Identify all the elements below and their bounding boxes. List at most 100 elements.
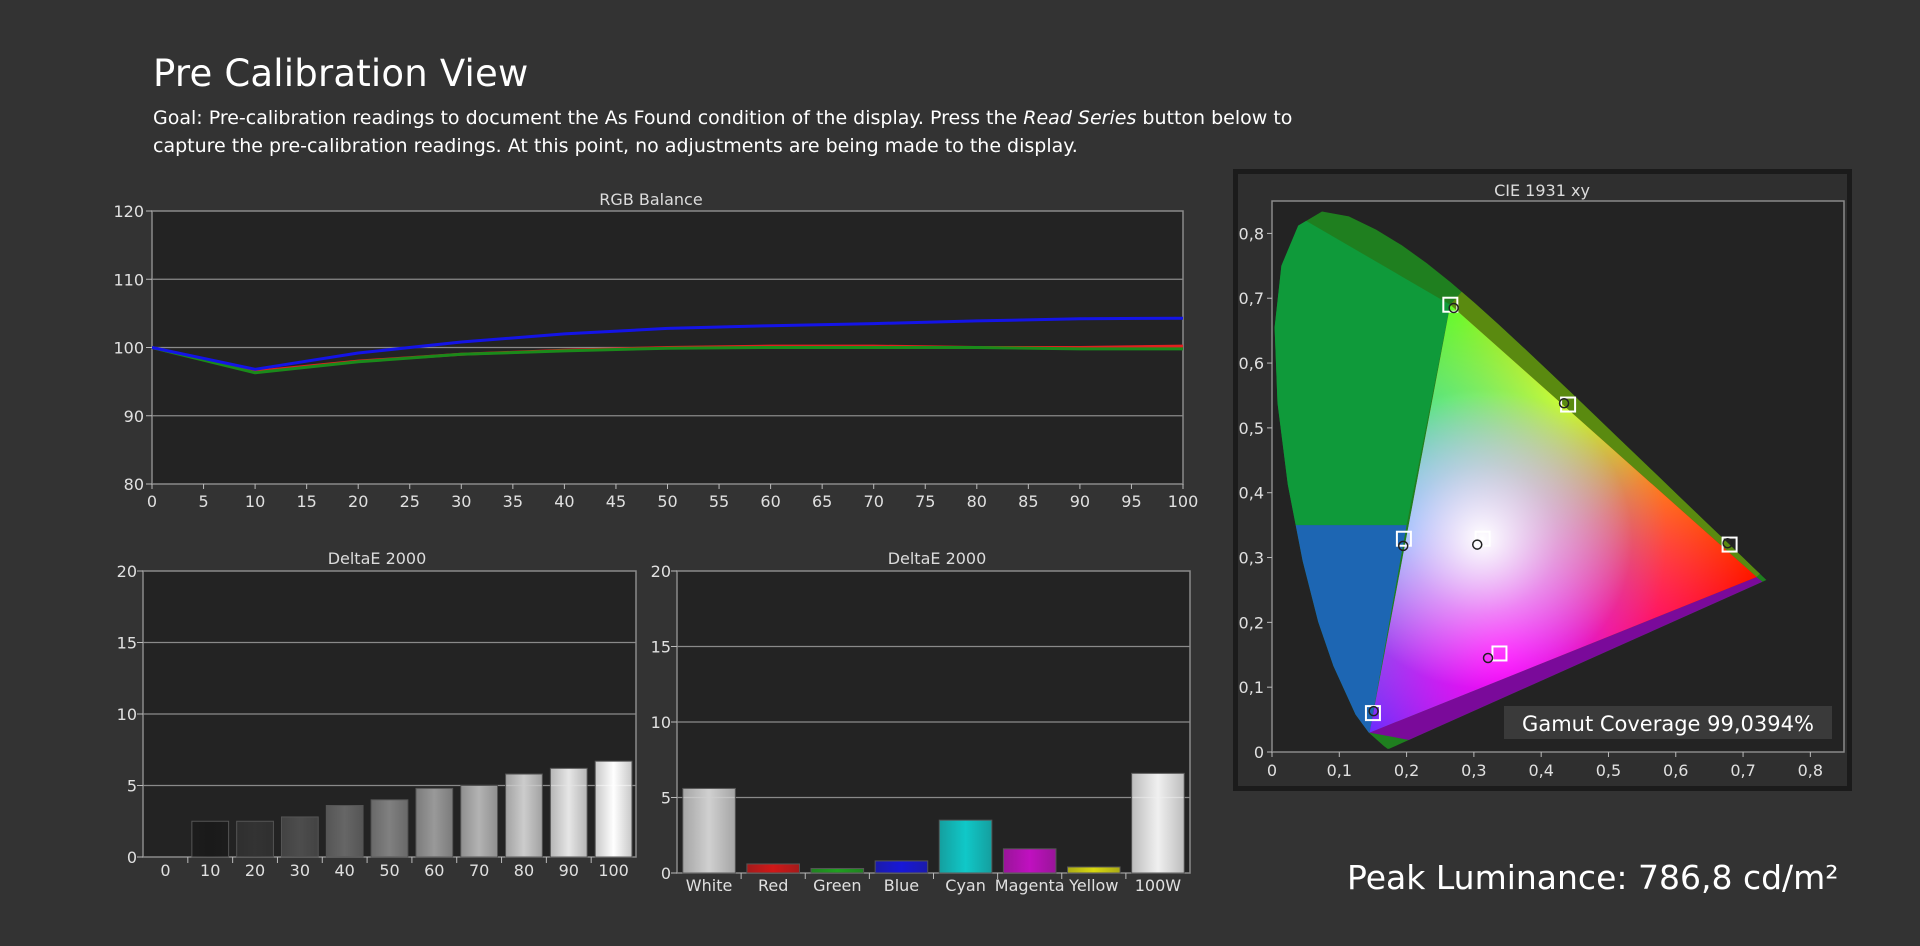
cie-ytick-label: 0,2 (1239, 613, 1264, 632)
cie-measured-marker (1397, 540, 1409, 552)
cie-xtick-label: 0,2 (1394, 761, 1419, 780)
de2-ytick-label: 0 (661, 864, 671, 883)
cie-ytick-label: 0,1 (1239, 678, 1264, 697)
cie-xtick-label: 0 (1267, 761, 1277, 780)
cie-ytick-label: 0,4 (1239, 484, 1264, 503)
page-goal-text: Goal: Pre-calibration readings to docume… (153, 104, 1293, 160)
rgb-xtick-label: 40 (554, 492, 574, 511)
rgb-xtick-label: 95 (1121, 492, 1141, 511)
de1-bar (236, 820, 274, 858)
rgb-xtick-label: 65 (812, 492, 832, 511)
rgb-ytick-label: 100 (113, 339, 144, 358)
rgb-series-line (151, 316, 1184, 371)
cie-ytick-label: 0,5 (1239, 419, 1264, 438)
rgb-series-line (151, 346, 1183, 375)
goal-text-suffix: button below to capture the pre-calibrat… (153, 107, 1293, 157)
cie-measured-marker (1722, 538, 1733, 549)
de2-xtick-label: Green (813, 876, 861, 895)
cie-target-marker (1491, 645, 1508, 662)
cie-ticks: 0 0,1 0,2 0,3 0,4 0,5 0,6 0,7 0,8 0 0,1 0,2 0,3 0,4 0,… (1239, 224, 1824, 780)
rgb-xtick-label: 80 (967, 492, 987, 511)
cie-xtick-label: 0,5 (1596, 761, 1621, 780)
cie-ytick-label: 0 (1254, 743, 1264, 762)
rgb-ytick-label: 90 (124, 407, 144, 426)
rgb-xtick-label: 50 (657, 492, 677, 511)
cie-measured-marker (1482, 652, 1494, 664)
de2-xtick-label: 100W (1135, 876, 1182, 895)
de1-bar (370, 799, 409, 858)
rgb-xtick-label: 100 (1168, 492, 1199, 511)
cie-measured-marker (1471, 539, 1483, 550)
de1-xtick-label: 50 (379, 861, 399, 880)
de1-xtick-label: 60 (424, 861, 444, 880)
cie-xtick-label: 0,4 (1528, 761, 1553, 780)
de1-ytick-label: 20 (117, 562, 137, 581)
deltae-colors-chart: DeltaE 2000 0 5 10 15 20 White Red Green Blue Cya… (651, 549, 1191, 895)
cie-points-group (1364, 296, 1738, 722)
de1-bar (549, 767, 588, 858)
cie-ytick-label: 0,7 (1239, 289, 1264, 308)
de1-bar (325, 805, 364, 858)
rgb-xtick-label: 15 (296, 492, 316, 511)
rgb-xtick-label: 70 (864, 492, 884, 511)
rgb-xtick-label: 10 (245, 492, 265, 511)
deltae-grayscale-title: DeltaE 2000 (328, 549, 427, 568)
cie-xtick-label: 0,8 (1798, 761, 1823, 780)
rgb-ytick-label: 110 (113, 270, 144, 289)
cie-measured-marker (1448, 302, 1459, 314)
cie-xtick-label: 0,1 (1327, 761, 1352, 780)
rgb-balance-chart: RGB Balance 80 90 100 110 120 0 5 10 15 20 25 30 35 4… (113, 190, 1198, 511)
rgb-xtick-label: 90 (1070, 492, 1090, 511)
rgb-xtick-label: 0 (147, 492, 157, 511)
rgb-xtick-label: 35 (503, 492, 523, 511)
de2-bar (746, 863, 800, 874)
de2-bar (682, 787, 736, 874)
deltae-colors-bars (682, 772, 1185, 874)
cie-xtick-label: 0,3 (1461, 761, 1486, 780)
de1-xtick-label: 30 (290, 861, 310, 880)
rgb-xtick-label: 60 (760, 492, 780, 511)
de1-xtick-label: 100 (598, 861, 629, 880)
rgb-xtick-label: 5 (198, 492, 208, 511)
gamut-coverage-box (1504, 706, 1832, 739)
rgb-xtick-label: 30 (451, 492, 471, 511)
de1-bar (460, 785, 499, 858)
cie-region-green (1274, 211, 1451, 526)
de1-xtick-label: 70 (469, 861, 489, 880)
cie-ytick-label: 0,6 (1239, 354, 1264, 373)
deltae-grayscale-chart: DeltaE 2000 0 5 10 15 20 0 10 20 30 40 50 60 70 80 90 1… (117, 549, 637, 880)
de1-bar (594, 760, 633, 858)
cie-target-marker (1395, 530, 1412, 547)
rgb-ytick-label: 80 (124, 475, 144, 494)
cie-xtick-label: 0,7 (1730, 761, 1755, 780)
de2-bar (874, 860, 929, 874)
cie-xtick-label: 0,6 (1663, 761, 1688, 780)
rgb-xtick-label: 55 (709, 492, 729, 511)
de2-ytick-label: 5 (661, 789, 671, 808)
cie-measured-marker (1368, 705, 1379, 717)
rgb-xtick-label: 45 (606, 492, 626, 511)
de1-xtick-label: 90 (559, 861, 579, 880)
de2-xtick-label: Cyan (945, 876, 986, 895)
read-series-emphasis: Read Series (1023, 107, 1137, 129)
de1-xtick-label: 20 (245, 861, 265, 880)
cie-1931-chart: CIE 1931 xy 0 0,1 0,2 0,3 0,4 0,5 0,6 0,7 0,8 0 0,… (1233, 169, 1852, 791)
de1-bar (191, 820, 230, 858)
de2-bar (938, 819, 993, 874)
de1-bar (415, 787, 454, 858)
deltae-colors-grid (677, 645, 1190, 799)
de1-ytick-label: 15 (117, 634, 137, 653)
rgb-ytick-label: 120 (113, 202, 144, 221)
de1-xtick-label: 0 (160, 861, 170, 880)
de2-ytick-label: 20 (651, 562, 671, 581)
de2-bar (1131, 772, 1185, 874)
rgb-ticks: 80 90 100 110 120 0 5 10 15 20 25 30 35 40 45 50 55 60 65 7… (113, 202, 1198, 511)
cie-measured-marker (1558, 397, 1570, 409)
deltae-colors-ticks: 0 5 10 15 20 White Red Green Blue Cyan Magenta Yell… (651, 562, 1182, 895)
de2-xtick-label: White (686, 876, 733, 895)
page-title: Pre Calibration View (153, 52, 529, 95)
rgb-xtick-label: 75 (915, 492, 935, 511)
cie-title: CIE 1931 xy (1494, 181, 1590, 200)
goal-text-prefix: Goal: Pre-calibration readings to docume… (153, 107, 1024, 129)
gamut-coverage-label: Gamut Coverage 99,0394% (1522, 712, 1814, 736)
